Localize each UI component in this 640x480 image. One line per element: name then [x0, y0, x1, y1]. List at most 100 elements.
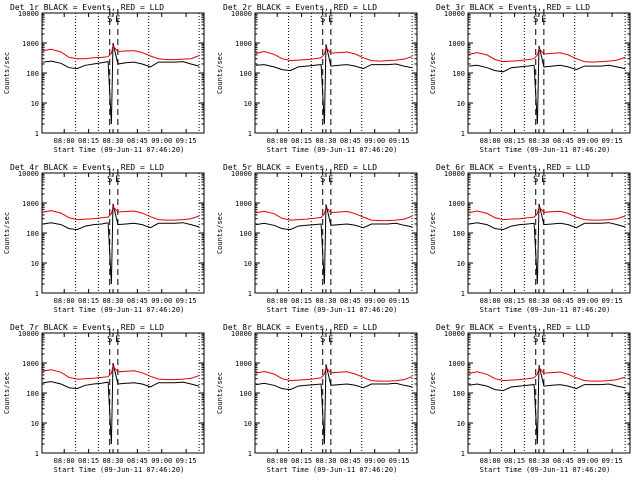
chart-panel: Det 5r BLACK = Events, RED = LLD 1 10 100 10…: [216, 163, 418, 314]
y-tick-label: 1000: [235, 200, 252, 208]
y-tick-label: 1: [461, 290, 465, 298]
x-tick-label: 08:15: [78, 457, 99, 465]
x-tick-label: 09:15: [176, 457, 197, 465]
x-tick-label: 08:30: [315, 457, 336, 465]
x-tick-label: 08:15: [504, 457, 525, 465]
x-tick-label: 09:00: [151, 137, 172, 145]
plot-frame: [467, 332, 631, 454]
plot-frame: [41, 172, 205, 294]
y-axis-label: Counts/sec: [216, 52, 224, 94]
series-line: [256, 204, 413, 285]
y-tick-label: 1: [248, 290, 252, 298]
x-tick-label: 08:00: [267, 137, 288, 145]
x-tick-label: 08:30: [528, 297, 549, 305]
plot-frame: [254, 172, 418, 294]
x-tick-label: 08:30: [102, 137, 123, 145]
x-tick-label: 09:15: [602, 457, 623, 465]
marker-label: S: [107, 15, 112, 25]
x-axis-label: Start Time (09-Jun-11 07:46:20): [480, 306, 611, 314]
y-tick-label: 10000: [18, 10, 39, 18]
y-tick-label: 10000: [444, 330, 465, 338]
y-axis-label: Counts/sec: [216, 212, 224, 254]
x-tick-label: 08:00: [54, 297, 75, 305]
plot-frame: [41, 332, 205, 454]
x-tick-label: 08:00: [54, 137, 75, 145]
marker-label: E: [328, 175, 333, 185]
series-line: [43, 365, 200, 381]
chart-panel: Det 2r BLACK = Events, RED = LLD 1 10 100 10…: [216, 3, 418, 154]
y-axis-label: Counts/sec: [429, 372, 437, 414]
y-tick-label: 1000: [448, 200, 465, 208]
y-tick-label: 10: [31, 420, 39, 428]
y-tick-label: 1: [248, 130, 252, 138]
y-axis-label: Counts/sec: [3, 212, 11, 254]
x-tick-label: 08:00: [480, 457, 501, 465]
series-line: [43, 203, 200, 285]
y-tick-label: 1000: [235, 360, 252, 368]
x-tick-label: 08:00: [54, 457, 75, 465]
y-tick-label: 10000: [231, 330, 252, 338]
y-tick-label: 100: [239, 230, 252, 238]
marker-label: S: [107, 175, 112, 185]
x-tick-label: 09:15: [602, 137, 623, 145]
marker-label: S: [533, 15, 538, 25]
x-axis-label: Start Time (09-Jun-11 07:46:20): [54, 146, 185, 154]
y-tick-label: 10: [244, 260, 252, 268]
x-tick-label: 08:30: [528, 137, 549, 145]
x-tick-label: 08:30: [102, 457, 123, 465]
series-line: [469, 203, 626, 285]
series-line: [256, 364, 413, 445]
x-tick-label: 08:45: [553, 137, 574, 145]
x-tick-label: 08:15: [78, 297, 99, 305]
x-tick-label: 09:15: [389, 137, 410, 145]
chart-title: Det 1r BLACK = Events, RED = LLD: [10, 3, 164, 12]
x-tick-label: 08:00: [267, 457, 288, 465]
plot-frame: [254, 12, 418, 134]
chart-panel: Det 7r BLACK = Events, RED = LLD 1 10 100 10…: [3, 323, 205, 474]
y-tick-label: 100: [452, 70, 465, 78]
y-tick-label: 10: [457, 260, 465, 268]
chart-panel: Det 8r BLACK = Events, RED = LLD 1 10 100 10…: [216, 323, 418, 474]
marker-label: E: [328, 335, 333, 345]
x-tick-label: 08:45: [553, 297, 574, 305]
x-tick-label: 08:45: [127, 297, 148, 305]
y-tick-label: 1000: [22, 360, 39, 368]
y-tick-label: 1000: [448, 360, 465, 368]
x-tick-label: 08:15: [504, 137, 525, 145]
marker-label: E: [115, 175, 120, 185]
series-line: [255, 46, 413, 62]
x-tick-label: 09:00: [577, 297, 598, 305]
x-tick-label: 09:15: [389, 297, 410, 305]
y-axis-label: Counts/sec: [3, 52, 11, 94]
series-line: [469, 364, 626, 445]
x-tick-label: 08:15: [291, 457, 312, 465]
x-tick-label: 09:15: [389, 457, 410, 465]
x-tick-label: 08:45: [553, 457, 574, 465]
chart-title: Det 2r BLACK = Events, RED = LLD: [223, 3, 377, 12]
x-axis-label: Start Time (09-Jun-11 07:46:20): [480, 466, 611, 474]
x-tick-label: 09:15: [176, 137, 197, 145]
series-line: [468, 47, 626, 63]
x-axis-label: Start Time (09-Jun-11 07:46:20): [54, 466, 185, 474]
y-tick-label: 10000: [444, 170, 465, 178]
marker-label: E: [328, 15, 333, 25]
marker-label: E: [541, 175, 546, 185]
x-tick-label: 08:00: [480, 297, 501, 305]
x-axis-label: Start Time (09-Jun-11 07:46:20): [480, 146, 611, 154]
x-tick-label: 08:00: [480, 137, 501, 145]
chart-title: Det 3r BLACK = Events, RED = LLD: [436, 3, 590, 12]
chart-panel: Det 3r BLACK = Events, RED = LLD 1 10 100 10…: [429, 3, 631, 154]
plot-frame: [41, 12, 205, 134]
series-line: [43, 362, 200, 445]
x-tick-label: 08:30: [315, 297, 336, 305]
series-line: [469, 205, 626, 221]
x-tick-label: 09:00: [364, 137, 385, 145]
y-tick-label: 1: [461, 450, 465, 458]
series-line: [43, 42, 200, 125]
chart-title: Det 4r BLACK = Events, RED = LLD: [10, 163, 164, 172]
x-axis-label: Start Time (09-Jun-11 07:46:20): [267, 306, 398, 314]
marker-label: E: [115, 335, 120, 345]
x-tick-label: 08:45: [127, 137, 148, 145]
chart-title: Det 7r BLACK = Events, RED = LLD: [10, 323, 164, 332]
chart-panel: Det 1r BLACK = Events, RED = LLD 1 10 100 10…: [3, 3, 205, 154]
